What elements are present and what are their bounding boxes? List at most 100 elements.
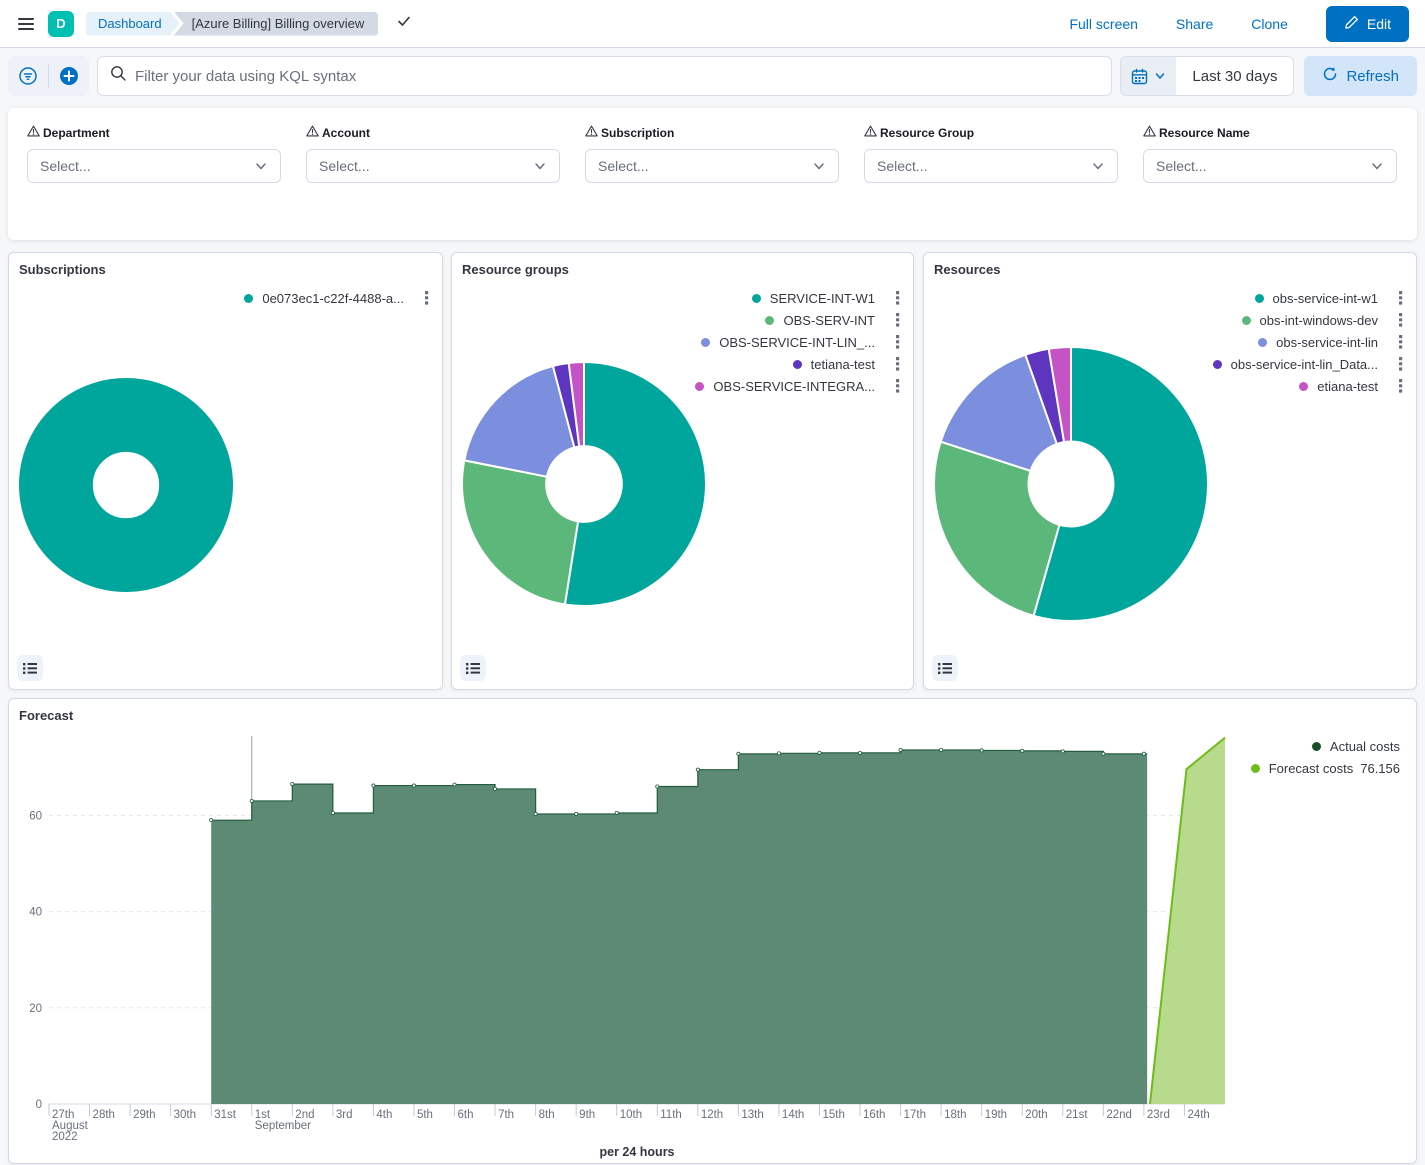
breadcrumb-dashboard[interactable]: Dashboard <box>86 12 180 36</box>
chevron-down-icon <box>254 159 268 173</box>
svg-text:29th: 29th <box>133 1109 155 1121</box>
saved-query-menu-icon[interactable] <box>8 56 48 96</box>
warning-icon <box>585 125 598 140</box>
svg-text:19th: 19th <box>985 1109 1007 1121</box>
kql-search-box <box>97 56 1112 96</box>
legend-toggle-button[interactable] <box>932 655 958 681</box>
filter-control-resource-group: Resource Group Select... <box>864 125 1118 223</box>
svg-text:3rd: 3rd <box>336 1109 353 1121</box>
forecast-area-chart[interactable]: 020406027th28th29th30th31st1st2nd3rd4th5… <box>9 699 1418 1165</box>
legend-color-dot <box>1251 764 1260 773</box>
refresh-icon <box>1322 66 1338 86</box>
add-filter-icon[interactable] <box>49 56 89 96</box>
chevron-down-icon <box>1091 159 1105 173</box>
svg-text:13th: 13th <box>741 1109 763 1121</box>
kql-search-input[interactable] <box>135 68 1099 85</box>
warning-icon <box>864 125 877 140</box>
svg-text:40: 40 <box>29 907 42 919</box>
svg-text:10th: 10th <box>620 1109 642 1121</box>
svg-text:17th: 17th <box>904 1109 926 1121</box>
query-bar: Last 30 days Refresh <box>8 56 1417 96</box>
filter-select[interactable]: Select... <box>864 149 1118 183</box>
filter-label: Account <box>306 125 560 140</box>
filter-select[interactable]: Select... <box>1143 149 1397 183</box>
svg-text:5th: 5th <box>417 1109 433 1121</box>
svg-text:24th: 24th <box>1187 1109 1209 1121</box>
warning-icon <box>306 125 319 140</box>
legend-toggle-button[interactable] <box>17 655 43 681</box>
legend: Actual costs Forecast costs 76.156 <box>1251 735 1400 779</box>
svg-text:60: 60 <box>29 810 42 822</box>
svg-text:23rd: 23rd <box>1147 1109 1170 1121</box>
svg-text:15th: 15th <box>822 1109 844 1121</box>
chevron-down-icon <box>533 159 547 173</box>
panel-resources: Resources obs-service-int-w1obs-int-wind… <box>923 252 1417 690</box>
legend-color-dot <box>1312 742 1321 751</box>
menu-icon[interactable] <box>16 14 36 34</box>
filter-control-account: Account Select... <box>306 125 560 223</box>
resource-groups-donut-chart[interactable] <box>452 253 915 691</box>
svg-text:28th: 28th <box>93 1109 115 1121</box>
clone-link[interactable]: Clone <box>1251 16 1288 32</box>
share-link[interactable]: Share <box>1176 16 1213 32</box>
svg-text:11th: 11th <box>660 1109 682 1121</box>
panel-subscriptions: Subscriptions 0e073ec1-c22f-4488-a... <box>8 252 443 690</box>
svg-text:21st: 21st <box>1066 1109 1089 1121</box>
calendar-icon[interactable] <box>1121 57 1176 95</box>
legend-toggle-button[interactable] <box>460 655 486 681</box>
svg-text:9th: 9th <box>579 1109 595 1121</box>
svg-text:per 24 hours: per 24 hours <box>599 1145 674 1159</box>
svg-text:18th: 18th <box>944 1109 966 1121</box>
filter-label: Resource Group <box>864 125 1118 140</box>
filter-control-resource-name: Resource Name Select... <box>1143 125 1397 223</box>
edit-button[interactable]: Edit <box>1326 6 1409 42</box>
filter-button-group <box>8 56 89 96</box>
date-range-value[interactable]: Last 30 days <box>1176 57 1293 95</box>
svg-text:0: 0 <box>36 1099 42 1111</box>
warning-icon <box>1143 125 1156 140</box>
warning-icon <box>27 125 40 140</box>
filter-select[interactable]: Select... <box>27 149 281 183</box>
resources-donut-chart[interactable] <box>924 253 1418 691</box>
space-avatar[interactable]: D <box>48 11 74 37</box>
legend-value: 76.156 <box>1360 761 1400 776</box>
breadcrumb: Dashboard [Azure Billing] Billing overvi… <box>86 12 378 36</box>
chevron-down-icon <box>1154 70 1166 82</box>
svg-text:20th: 20th <box>1025 1109 1047 1121</box>
date-picker: Last 30 days <box>1120 56 1294 96</box>
filter-select[interactable]: Select... <box>306 149 560 183</box>
svg-text:7th: 7th <box>498 1109 514 1121</box>
svg-text:14th: 14th <box>782 1109 804 1121</box>
svg-text:31st: 31st <box>214 1109 237 1121</box>
filter-select[interactable]: Select... <box>585 149 839 183</box>
filter-control-subscription: Subscription Select... <box>585 125 839 223</box>
filter-control-department: DepartmentSelect... <box>27 125 281 223</box>
svg-text:12th: 12th <box>701 1109 723 1121</box>
dashboard-controls: DepartmentSelect...AccountSelect...Subsc… <box>8 108 1417 240</box>
svg-text:22nd: 22nd <box>1106 1109 1132 1121</box>
svg-text:2022: 2022 <box>52 1131 78 1143</box>
chevron-down-icon <box>1370 159 1384 173</box>
full-screen-link[interactable]: Full screen <box>1069 16 1137 32</box>
panel-forecast: Forecast 020406027th28th29th30th31st1st2… <box>8 698 1417 1164</box>
search-icon <box>110 65 127 87</box>
filter-label: Subscription <box>585 125 839 140</box>
panel-resource-groups: Resource groups SERVICE-INT-W1OBS-SERV-I… <box>451 252 914 690</box>
pencil-icon <box>1344 15 1359 33</box>
breadcrumb-current: [Azure Billing] Billing overview <box>174 12 379 36</box>
svg-text:4th: 4th <box>376 1109 392 1121</box>
svg-text:30th: 30th <box>174 1109 196 1121</box>
svg-text:16th: 16th <box>863 1109 885 1121</box>
svg-text:6th: 6th <box>458 1109 474 1121</box>
filter-label: Resource Name <box>1143 125 1397 140</box>
refresh-button[interactable]: Refresh <box>1304 56 1417 96</box>
subscriptions-donut-chart[interactable] <box>9 253 444 691</box>
svg-text:September: September <box>255 1120 311 1132</box>
legend-label[interactable]: Actual costs <box>1330 739 1400 754</box>
legend-item: Actual costs <box>1251 735 1400 757</box>
legend-item: Forecast costs 76.156 <box>1251 757 1400 779</box>
saved-check-icon <box>396 13 412 34</box>
legend-label[interactable]: Forecast costs <box>1269 761 1354 776</box>
chevron-down-icon <box>812 159 826 173</box>
svg-text:20: 20 <box>29 1003 42 1015</box>
